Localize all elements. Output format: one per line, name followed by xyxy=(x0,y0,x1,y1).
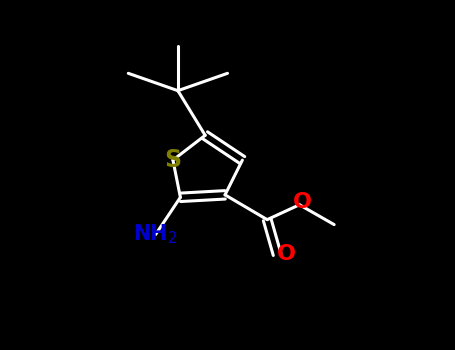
Text: O: O xyxy=(293,192,311,212)
Text: O: O xyxy=(277,244,296,264)
Text: NH$_2$: NH$_2$ xyxy=(133,223,178,246)
Text: S: S xyxy=(164,148,182,172)
